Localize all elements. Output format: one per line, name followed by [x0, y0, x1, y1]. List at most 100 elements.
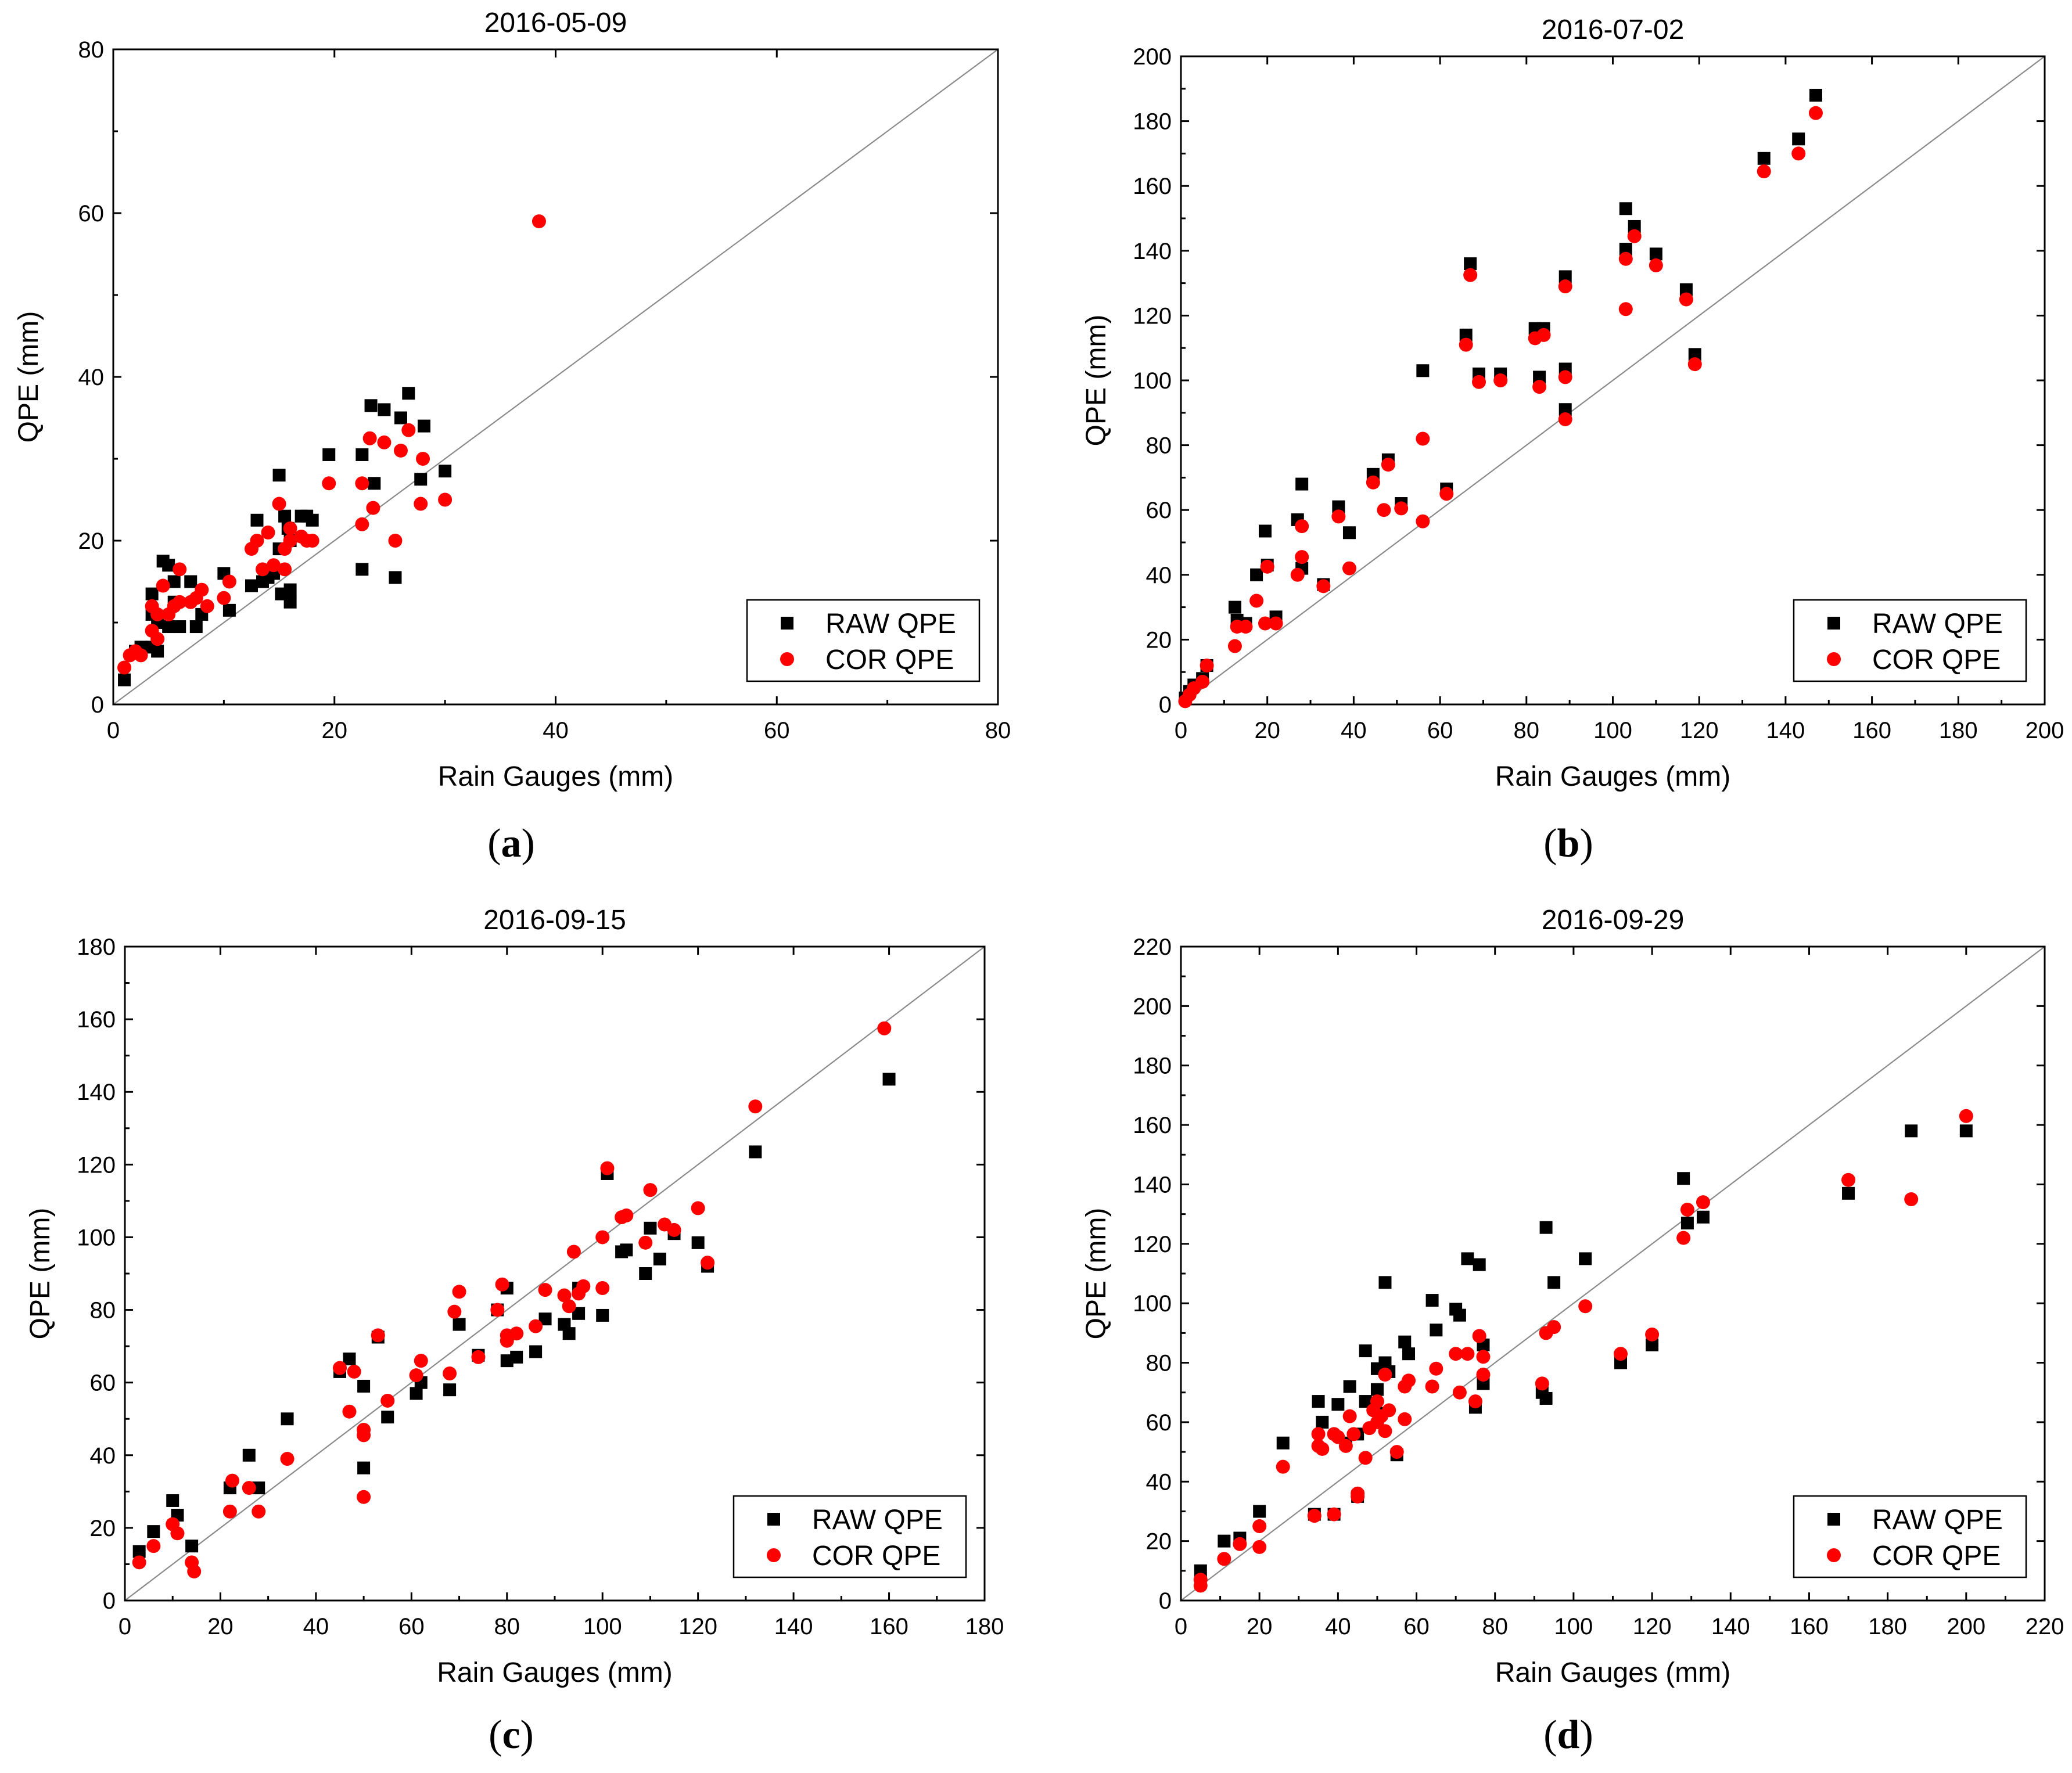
raw-qpe-point [1649, 247, 1662, 261]
raw-qpe-point [1276, 1436, 1290, 1450]
y-tick-label: 80 [78, 37, 105, 63]
cor-qpe-point [256, 562, 270, 577]
y-tick-label: 60 [90, 1371, 116, 1396]
x-tick-label: 180 [965, 1614, 1004, 1639]
x-tick-label: 160 [1790, 1614, 1829, 1639]
cor-qpe-point [1904, 1192, 1919, 1207]
y-tick-label: 20 [90, 1516, 116, 1541]
y-tick-label: 40 [78, 365, 105, 390]
x-tick-label: 200 [1947, 1614, 1985, 1639]
raw-qpe-point [1547, 1276, 1561, 1289]
raw-qpe-point [343, 1353, 356, 1366]
y-tick-label: 120 [1133, 303, 1172, 329]
one-to-one-line [1180, 946, 2045, 1601]
raw-qpe-point [1473, 1258, 1486, 1271]
series-raw-qpe [1179, 88, 1822, 704]
cor-qpe-point [1378, 1368, 1392, 1382]
raw-qpe-point [1461, 1252, 1474, 1265]
raw-qpe-point [1316, 1415, 1329, 1429]
cor-qpe-point [495, 1277, 509, 1292]
legend-circle-marker [767, 1548, 781, 1562]
raw-qpe-point [151, 645, 164, 658]
raw-qpe-point [1559, 403, 1572, 416]
raw-qpe-point [357, 1379, 371, 1393]
y-tick-label: 160 [1133, 1113, 1172, 1138]
x-tick-label: 180 [1868, 1614, 1907, 1639]
cor-qpe-point [1687, 357, 1702, 372]
cor-qpe-point [1276, 1459, 1290, 1474]
chart-title: 2016-09-15 [483, 905, 626, 936]
x-tick-label: 100 [583, 1614, 622, 1639]
raw-qpe-point [1809, 88, 1822, 102]
cor-qpe-point [156, 578, 170, 593]
cor-qpe-point [1295, 550, 1309, 564]
raw-qpe-point [1792, 132, 1805, 146]
cor-qpe-point [638, 1235, 653, 1250]
cor-qpe-point [362, 431, 377, 445]
raw-qpe-point [355, 448, 369, 461]
raw-qpe-point [1425, 1294, 1439, 1307]
x-tick-label: 140 [1766, 718, 1805, 743]
raw-qpe-point [1646, 1338, 1659, 1351]
cor-qpe-point [538, 1283, 552, 1297]
y-tick-label: 80 [1146, 1351, 1172, 1376]
y-tick-label: 140 [77, 1080, 116, 1105]
cor-qpe-point [1402, 1373, 1416, 1388]
x-tick-label: 160 [1852, 718, 1891, 743]
x-axis-label: Rain Gauges (mm) [1495, 761, 1730, 792]
legend-square-marker [1827, 1513, 1840, 1526]
cor-qpe-point [1233, 1537, 1247, 1551]
raw-qpe-point [1579, 1252, 1592, 1265]
cor-qpe-point [529, 1319, 543, 1333]
raw-qpe-point [322, 448, 336, 461]
cor-qpe-point [1316, 579, 1331, 594]
cor-qpe-point [170, 1526, 185, 1541]
raw-qpe-point [1905, 1124, 1918, 1138]
cor-qpe-point [283, 534, 297, 548]
raw-qpe-point [185, 1540, 199, 1553]
cor-qpe-point [388, 534, 403, 548]
cor-qpe-point [1311, 1427, 1326, 1441]
chart-panel-d: 0 20 40 60 80 100 120 140 160 180 200 220 0 20 40 60 80 1… [1081, 905, 2064, 1757]
raw-qpe-point [242, 1448, 256, 1462]
cor-qpe-point [377, 435, 392, 449]
cor-qpe-point [1217, 1552, 1231, 1566]
cor-qpe-point [272, 497, 286, 511]
cor-qpe-point [1238, 620, 1253, 634]
raw-qpe-point [118, 673, 131, 686]
cor-qpe-point [1472, 1329, 1486, 1343]
cor-qpe-point [267, 558, 281, 573]
raw-qpe-point [1331, 1398, 1345, 1411]
raw-qpe-point [639, 1267, 652, 1280]
legend-square-marker [781, 617, 793, 630]
cor-qpe-point [261, 525, 275, 540]
raw-qpe-point [1253, 1505, 1266, 1518]
cor-qpe-point [643, 1183, 658, 1197]
cor-qpe-point [1331, 1430, 1345, 1444]
raw-qpe-point [1370, 1383, 1384, 1396]
x-tick-label: 80 [494, 1614, 520, 1639]
y-tick-label: 140 [1133, 239, 1172, 264]
raw-qpe-point [1312, 1395, 1325, 1408]
cor-qpe-point [1315, 1441, 1330, 1456]
cor-qpe-point [1260, 559, 1274, 574]
cor-qpe-point [1578, 1299, 1593, 1314]
y-tick-label: 220 [1133, 934, 1172, 960]
cor-qpe-point [1425, 1379, 1439, 1394]
cor-qpe-point [366, 501, 380, 515]
cor-qpe-point [509, 1326, 524, 1341]
y-axis-label: QPE (mm) [1081, 1208, 1112, 1340]
cor-qpe-point [146, 1539, 161, 1553]
x-tick-label: 160 [870, 1614, 908, 1639]
cor-qpe-point [283, 521, 297, 535]
cor-qpe-point [1366, 475, 1380, 490]
raw-qpe-point [394, 411, 407, 425]
legend-entry-label: COR QPE [1872, 645, 2001, 675]
raw-qpe-point [453, 1318, 466, 1331]
x-tick-label: 0 [107, 718, 120, 743]
cor-qpe-point [217, 591, 231, 605]
cor-qpe-point [242, 1481, 256, 1495]
raw-qpe-point [1533, 371, 1546, 384]
cor-qpe-point [187, 1564, 202, 1578]
raw-qpe-point [132, 1545, 146, 1558]
